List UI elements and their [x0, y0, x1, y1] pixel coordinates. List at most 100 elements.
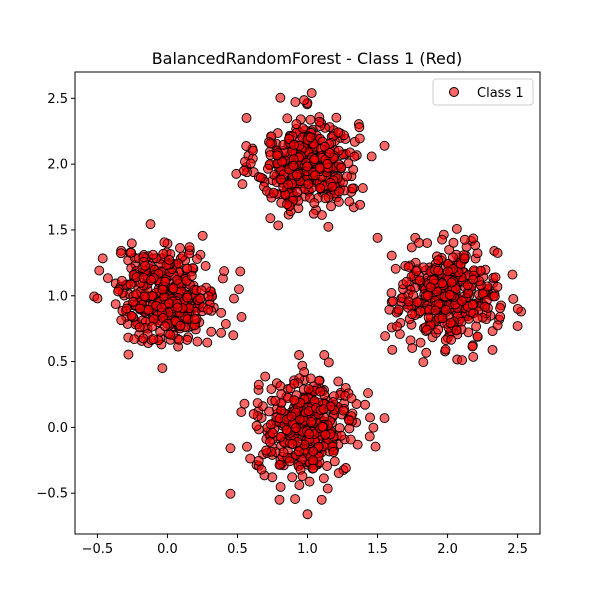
scatter-point: [344, 423, 355, 434]
scatter-point: [309, 154, 320, 165]
scatter-point: [320, 193, 331, 204]
scatter-point: [372, 232, 383, 243]
scatter-point: [253, 379, 264, 390]
scatter-point: [315, 183, 326, 193]
scatter-point: [316, 494, 327, 505]
scatter-point: [252, 398, 263, 408]
scatter-point: [306, 88, 317, 99]
scatter-point: [317, 210, 327, 221]
scatter-point: [459, 234, 470, 245]
scatter-point: [457, 355, 468, 366]
scatter-point: [386, 287, 397, 298]
scatter-point: [468, 274, 478, 285]
scatter-point: [113, 286, 124, 297]
legend-box: [432, 78, 534, 106]
scatter-point: [165, 329, 176, 340]
scatter-point: [294, 446, 304, 457]
scatter-point: [368, 422, 379, 433]
scatter-point: [236, 312, 247, 322]
scatter-point: [225, 443, 236, 454]
scatter-point: [265, 138, 276, 149]
scatter-point: [237, 179, 248, 190]
scatter-point: [129, 334, 140, 345]
scatter-point: [192, 336, 203, 347]
scatter-point: [225, 488, 236, 499]
scatter-point: [333, 127, 344, 138]
scatter-point: [314, 162, 325, 173]
scatter-point: [274, 459, 285, 470]
scatter-point: [147, 321, 158, 332]
scatter-point: [123, 349, 134, 360]
scatter-point: [140, 260, 151, 271]
scatter-point: [456, 296, 467, 307]
scatter-point: [172, 274, 183, 285]
scatter-point: [425, 282, 436, 293]
scatter-point: [357, 183, 368, 194]
scatter-point: [306, 417, 317, 428]
scatter-point: [345, 434, 356, 445]
scatter-point: [186, 270, 197, 281]
scatter-point: [304, 429, 315, 440]
scatter-point: [322, 483, 333, 494]
scatter-point: [390, 263, 401, 274]
scatter-point: [265, 213, 276, 224]
scatter-point: [248, 409, 259, 419]
scatter-point: [344, 415, 355, 426]
scatter-point: [282, 199, 292, 210]
scatter-point: [236, 407, 247, 417]
scatter-point: [196, 285, 207, 296]
scatter-point: [116, 248, 126, 259]
scatter-point: [146, 275, 156, 285]
scatter-point: [492, 247, 503, 258]
x-tick-label: 1.0: [297, 542, 318, 557]
scatter-point: [338, 405, 349, 416]
scatter-point: [329, 456, 340, 467]
y-tick-label: 2.5: [47, 92, 68, 107]
scatter-point: [164, 254, 175, 265]
scatter-point: [245, 158, 256, 169]
scatter-point: [229, 293, 239, 304]
scatter-point: [422, 290, 433, 301]
scatter-point: [260, 371, 271, 382]
scatter-point: [275, 481, 286, 492]
scatter-point: [327, 181, 338, 192]
scatter-point: [512, 303, 523, 314]
scatter-point: [275, 432, 286, 442]
scatter-point: [303, 179, 314, 189]
scatter-point: [407, 343, 418, 353]
scatter-point: [315, 386, 326, 397]
legend-label: Class 1: [477, 86, 524, 101]
scatter-point: [512, 321, 523, 331]
scatter-point: [492, 320, 503, 331]
scatter-point: [138, 333, 149, 344]
scatter-point: [360, 399, 371, 410]
scatter-point: [156, 302, 167, 313]
scatter-point: [121, 303, 132, 314]
scatter-point: [305, 114, 316, 125]
scatter-point: [387, 344, 398, 355]
scatter-point: [197, 230, 208, 241]
scatter-point: [393, 304, 404, 315]
scatter-point: [148, 249, 158, 260]
scatter-point: [379, 140, 390, 151]
scatter-point: [437, 313, 448, 324]
scatter-point: [328, 447, 339, 457]
y-tick-label: 0.5: [47, 355, 68, 370]
scatter-point: [264, 406, 275, 417]
scatter-point: [287, 439, 298, 450]
scatter-point: [333, 376, 344, 387]
scatter-point: [324, 148, 335, 158]
scatter-point: [349, 151, 360, 162]
scatter-point: [344, 196, 355, 207]
scatter-point: [314, 116, 325, 127]
scatter-point: [468, 351, 479, 362]
scatter-point: [379, 413, 390, 424]
scatter-point: [157, 284, 168, 295]
scatter-point: [239, 398, 250, 409]
scatter-point: [182, 292, 193, 303]
scatter-point: [256, 464, 267, 475]
scatter-point: [302, 509, 313, 520]
y-tick-label: 0.0: [47, 421, 68, 436]
scatter-point: [305, 132, 316, 143]
scatter-point: [97, 253, 108, 264]
